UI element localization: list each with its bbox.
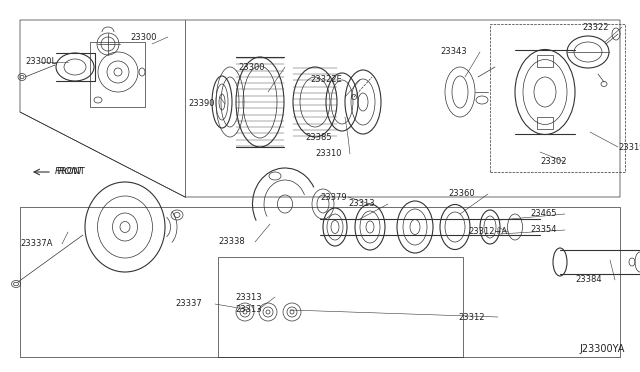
Bar [537, 55, 553, 67]
Text: 23338: 23338 [218, 237, 244, 247]
Text: 23337A: 23337A [20, 240, 52, 248]
Bar [537, 117, 553, 129]
Bar [218, 257, 463, 357]
Text: 23313: 23313 [348, 199, 374, 208]
Text: 23322: 23322 [582, 22, 609, 32]
Text: 23343: 23343 [440, 48, 467, 57]
Text: 23300: 23300 [130, 32, 157, 42]
Text: FRONT: FRONT [56, 167, 84, 176]
Text: 23384: 23384 [575, 276, 602, 285]
Text: 23337: 23337 [175, 299, 202, 308]
Text: 23312: 23312 [458, 312, 484, 321]
Text: 23360: 23360 [448, 189, 475, 199]
Text: 23390: 23390 [188, 99, 214, 109]
Bar [490, 24, 625, 172]
Text: 23300L: 23300L [25, 58, 56, 67]
Text: 23319: 23319 [618, 142, 640, 151]
Text: 23354: 23354 [530, 225, 557, 234]
Text: 23385: 23385 [305, 132, 332, 141]
Text: 23312+A: 23312+A [468, 228, 507, 237]
Text: 23310: 23310 [315, 150, 342, 158]
Text: 23465: 23465 [530, 209, 557, 218]
Text: FRONT: FRONT [55, 167, 84, 176]
Text: 23379: 23379 [320, 192, 347, 202]
Text: J23300YA: J23300YA [580, 344, 625, 354]
Text: 23300: 23300 [238, 62, 264, 71]
Text: 23313: 23313 [235, 292, 262, 301]
Text: 23302: 23302 [540, 157, 566, 167]
Text: 23313: 23313 [235, 305, 262, 314]
Text: 23322E: 23322E [310, 76, 342, 84]
